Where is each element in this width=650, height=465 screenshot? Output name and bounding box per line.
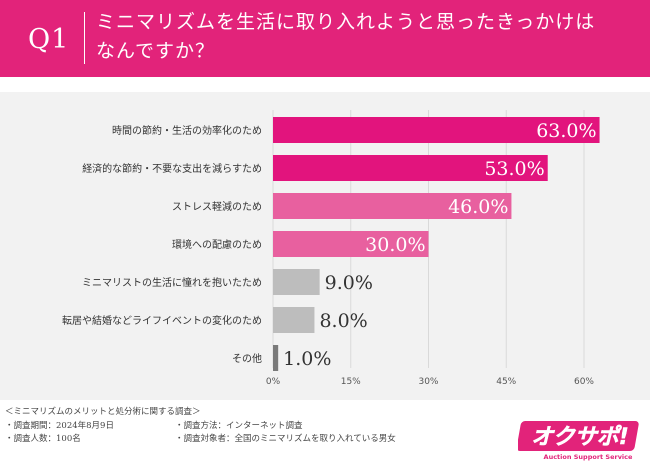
bar bbox=[273, 231, 429, 257]
category-label: 転居や結婚などライフイベントの変化のため bbox=[62, 314, 262, 327]
question-title-line2: なんですか？ bbox=[96, 40, 216, 62]
question-number: Q1 bbox=[28, 24, 70, 55]
value-label: 30.0% bbox=[365, 234, 425, 256]
category-label: 経済的な節約・不要な支出を減らすため bbox=[82, 162, 262, 175]
question-title: ミニマリズムを生活に取り入れようと思ったきっかけは なんですか？ bbox=[96, 8, 636, 66]
category-label: ストレス軽減のため bbox=[172, 200, 262, 213]
value-label: 63.0% bbox=[536, 120, 596, 142]
bar bbox=[273, 307, 315, 333]
bar bbox=[273, 117, 600, 143]
bar bbox=[273, 193, 512, 219]
value-label: 53.0% bbox=[484, 158, 544, 180]
category-label: 環境への配慮のため bbox=[172, 238, 262, 251]
value-label: 1.0% bbox=[283, 348, 331, 370]
x-tick-label: 60% bbox=[574, 377, 594, 387]
value-label: 8.0% bbox=[319, 310, 367, 332]
x-tick-label: 45% bbox=[496, 377, 516, 387]
bar bbox=[273, 155, 548, 181]
value-label: 46.0% bbox=[448, 196, 508, 218]
bar bbox=[273, 269, 320, 295]
category-label: ミニマリストの生活に憧れを抱いたため bbox=[82, 276, 262, 289]
survey-period: ・調査期間：2024年8月9日 bbox=[5, 421, 114, 431]
auction-support-logo: オクサポ! Auction Support Service bbox=[518, 421, 639, 461]
bar bbox=[273, 345, 279, 371]
logo-text: オクサポ! bbox=[531, 424, 629, 450]
survey-title: ＜ミニマリズムのメリットと処分術に関する調査＞ bbox=[5, 407, 201, 417]
survey-count: ・調査人数：100名 bbox=[5, 434, 81, 444]
survey-method: ・調査方法：インターネット調査 bbox=[175, 421, 303, 431]
category-label: その他 bbox=[232, 352, 262, 365]
value-label: 9.0% bbox=[325, 272, 373, 294]
chart-panel: 0% 15% 30% 45% 60% 時間の節約・生活の効率化のため 63.0% 経済的な節約… bbox=[0, 92, 650, 400]
x-tick-label: 0% bbox=[266, 377, 281, 387]
category-label: 時間の節約・生活の効率化のため bbox=[112, 124, 262, 137]
question-header: Q1 ミニマリズムを生活に取り入れようと思ったきっかけは なんですか？ bbox=[0, 0, 650, 77]
question-title-line1: ミニマリズムを生活に取り入れようと思ったきっかけは bbox=[96, 11, 596, 33]
x-tick-label: 15% bbox=[341, 377, 361, 387]
survey-target: ・調査対象者：全国のミニマリズムを取り入れている男女 bbox=[175, 434, 396, 444]
header-divider bbox=[84, 12, 85, 64]
logo-subtext: Auction Support Service bbox=[544, 453, 633, 461]
x-tick-label: 30% bbox=[418, 377, 438, 387]
bar-chart: 0% 15% 30% 45% 60% 時間の節約・生活の効率化のため 63.0% 経済的な節約… bbox=[62, 110, 600, 387]
